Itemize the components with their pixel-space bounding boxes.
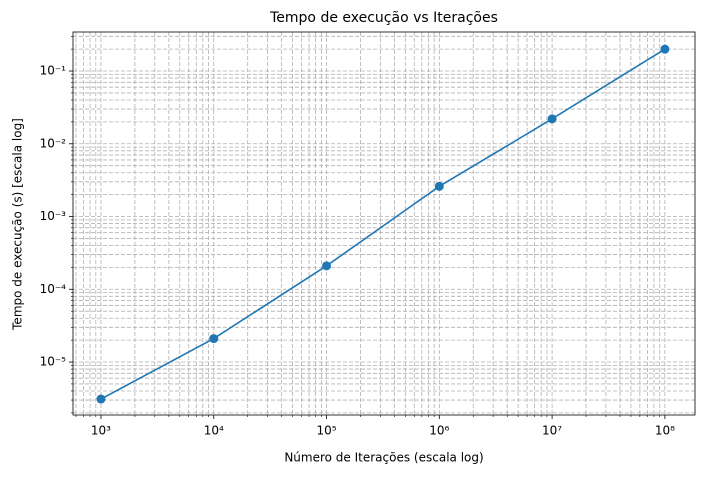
x-tick-label: 10⁶ <box>429 424 449 438</box>
data-point <box>209 334 219 344</box>
data-point <box>322 261 332 271</box>
y-tick-label: 10⁻² <box>40 136 67 150</box>
chart-title: Tempo de execução vs Iterações <box>269 10 498 26</box>
data-point <box>660 44 670 54</box>
plot-frame <box>72 31 696 416</box>
x-tick-label: 10⁷ <box>542 424 562 438</box>
x-tick-label: 10⁴ <box>204 424 224 438</box>
y-tick-label: 10⁻¹ <box>40 64 67 78</box>
y-axis-label: Tempo de execução (s) [escala log] <box>11 118 25 331</box>
data-point <box>547 114 557 124</box>
data-point <box>434 181 444 191</box>
x-tick-label: 10⁸ <box>655 424 675 438</box>
x-tick-label: 10⁵ <box>316 424 336 438</box>
y-tick-label: 10⁻³ <box>40 209 67 223</box>
x-axis-label: Número de Iterações (escala log) <box>284 451 483 465</box>
y-tick-label: 10⁻⁴ <box>40 282 67 296</box>
y-tick-label: 10⁻⁵ <box>40 355 67 369</box>
x-tick-label: 10³ <box>91 424 111 438</box>
data-line <box>100 48 666 400</box>
data-point <box>96 394 106 404</box>
